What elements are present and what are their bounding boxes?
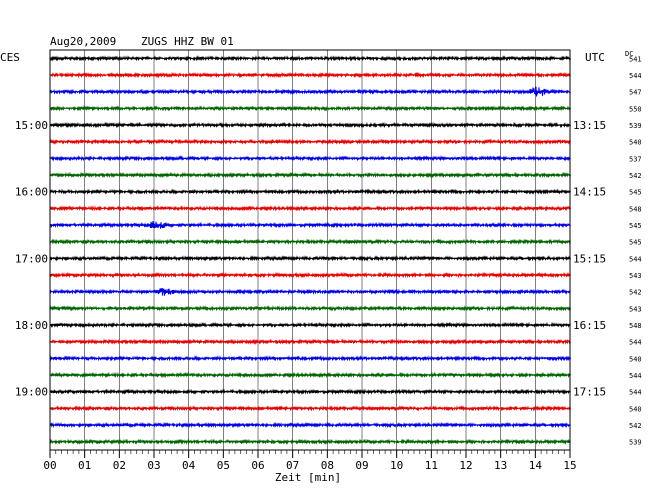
trace-line xyxy=(49,121,571,129)
x-tick-label: 08 xyxy=(321,459,334,472)
dc-offset-label: 540 xyxy=(629,405,642,413)
x-tick-label: 04 xyxy=(182,459,196,472)
dc-offset-label: 542 xyxy=(629,422,642,430)
x-tick-label: 09 xyxy=(355,459,368,472)
local-time-label: 17:00 xyxy=(15,252,48,265)
trace-line xyxy=(49,438,571,445)
trace-line xyxy=(49,205,571,212)
trace-line xyxy=(49,355,571,362)
x-tick-label: 14 xyxy=(529,459,543,472)
trace-line xyxy=(49,305,571,312)
dc-offset-label: 543 xyxy=(629,305,642,313)
time-grid xyxy=(84,50,536,450)
x-tick-label: 06 xyxy=(251,459,264,472)
dc-offset-label: 539 xyxy=(629,122,642,130)
utc-time-label: 17:15 xyxy=(573,386,606,399)
trace-line xyxy=(49,321,571,329)
trace-line xyxy=(49,405,571,412)
dc-offset-label: 542 xyxy=(629,172,642,180)
x-tick-label: 11 xyxy=(425,459,438,472)
dc-offset-label: 540 xyxy=(629,139,642,147)
trace-line xyxy=(49,171,571,179)
dc-offset-label: 544 xyxy=(629,372,642,380)
trace-line xyxy=(49,255,571,262)
trace-line xyxy=(49,371,571,379)
x-tick-label: 12 xyxy=(459,459,472,472)
utc-time-label: 13:15 xyxy=(573,119,606,132)
trace-line xyxy=(49,220,571,229)
dc-offset-label: 545 xyxy=(629,222,642,230)
x-axis: 00 01 02 03 04 05 06 07 08 09 10 11 12 13 14 15 xyxy=(43,450,577,472)
trace-line xyxy=(49,388,571,395)
trace-line xyxy=(49,238,571,245)
trace-line xyxy=(49,105,571,112)
dc-offset-label: 537 xyxy=(629,155,642,163)
x-tick-label: 13 xyxy=(494,459,507,472)
utc-time-label: 16:15 xyxy=(573,319,606,332)
station-label: ZUGS HHZ BW 01 xyxy=(141,35,234,48)
local-time-label: 15:00 xyxy=(15,119,48,132)
trace-line xyxy=(49,188,571,195)
x-tick-label: 05 xyxy=(217,459,230,472)
dc-offset-label: 550 xyxy=(629,105,642,113)
trace-line xyxy=(49,421,571,429)
trace-line xyxy=(49,86,571,97)
dc-offset-labels: 541 544 547 550 539 540 537 542 545 548 545 545 544 5… xyxy=(629,55,642,446)
dc-offset-label: 544 xyxy=(629,339,642,347)
utc-time-label: 15:15 xyxy=(573,252,606,265)
trace-line xyxy=(49,288,571,296)
x-tick-label: 10 xyxy=(390,459,403,472)
dc-offset-label: 541 xyxy=(629,55,642,63)
dc-offset-label: 547 xyxy=(629,89,642,97)
dc-offset-label: 542 xyxy=(629,289,642,297)
trace-line xyxy=(49,338,571,345)
dc-offset-label: 544 xyxy=(629,389,642,397)
dc-offset-label: 544 xyxy=(629,255,642,263)
trace-line xyxy=(49,155,571,162)
dc-offset-label: 548 xyxy=(629,205,642,213)
dc-header-label: DC xyxy=(625,50,633,58)
trace-line xyxy=(49,55,571,62)
left-timezone-label: CES xyxy=(0,51,20,64)
right-timezone-label: UTC xyxy=(585,51,605,64)
trace-line xyxy=(49,138,571,145)
dc-offset-label: 539 xyxy=(629,439,642,447)
local-time-labels: 15:00 16:00 17:00 18:00 19:00 xyxy=(15,119,48,399)
dc-offset-label: 540 xyxy=(629,355,642,363)
seismic-traces xyxy=(49,55,571,445)
dc-offset-label: 545 xyxy=(629,189,642,197)
local-time-label: 18:00 xyxy=(15,319,48,332)
dc-offset-label: 545 xyxy=(629,239,642,247)
x-tick-label: 00 xyxy=(43,459,56,472)
utc-time-label: 14:15 xyxy=(573,186,606,199)
x-tick-label: 07 xyxy=(286,459,299,472)
local-time-label: 16:00 xyxy=(15,186,48,199)
dc-offset-label: 544 xyxy=(629,72,642,80)
x-tick-label: 15 xyxy=(563,459,576,472)
trace-line xyxy=(49,71,571,79)
x-tick-label: 01 xyxy=(78,459,91,472)
local-time-label: 19:00 xyxy=(15,386,48,399)
dc-offset-label: 543 xyxy=(629,272,642,280)
date-label: Aug20,2009 xyxy=(50,35,116,48)
trace-line xyxy=(49,271,571,279)
dc-offset-label: 548 xyxy=(629,322,642,330)
x-axis-title: Zeit [min] xyxy=(275,471,341,484)
utc-time-labels: 13:15 14:15 15:15 16:15 17:15 xyxy=(573,119,606,399)
x-tick-label: 03 xyxy=(147,459,160,472)
x-tick-label: 02 xyxy=(113,459,126,472)
